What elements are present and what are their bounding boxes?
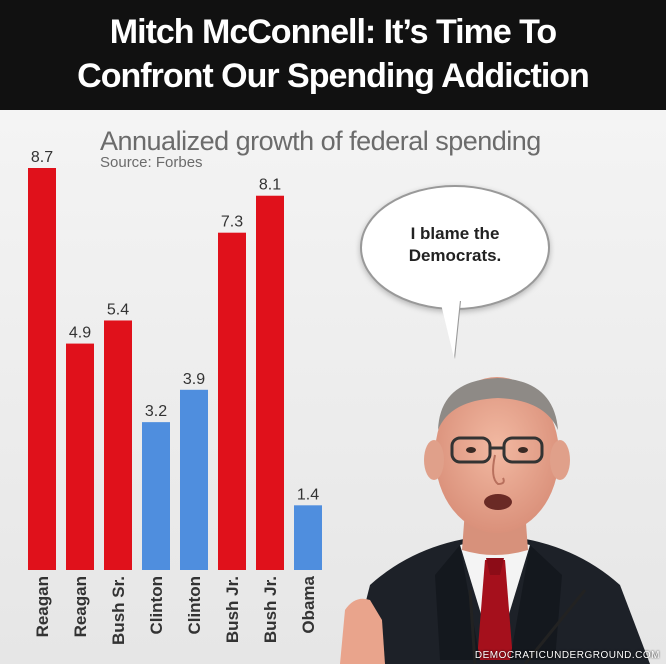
speech-bubble-tail xyxy=(440,300,460,358)
bar-value-label-4: 3.2 xyxy=(145,403,167,420)
bar-7 xyxy=(256,195,284,571)
headline-line-1: Mitch McConnell: It’s Time To xyxy=(109,13,557,51)
category-label-3: Bush Sr. xyxy=(109,576,128,645)
speech-bubble: I blame the Democrats. xyxy=(360,185,550,310)
bar-3 xyxy=(104,320,132,570)
chart-panel: 8.7 Reagan 4.9 Reagan 5.4 Bush Sr. 3.2 Clinton 3… xyxy=(0,110,666,664)
category-label-6: Bush Jr. xyxy=(223,576,242,643)
bar-value-label-6: 7.3 xyxy=(221,214,243,231)
bar-value-label-8: 1.4 xyxy=(297,486,319,503)
bar-8 xyxy=(294,505,322,570)
politician-portrait xyxy=(340,377,650,664)
category-label-8: Obama xyxy=(299,575,318,633)
category-label-7: Bush Jr. xyxy=(261,576,280,643)
category-label-5: Clinton xyxy=(185,576,204,635)
speech-bubble-line-1: I blame the xyxy=(410,224,500,243)
headline-line-2: Confront Our Spending Addiction xyxy=(77,57,590,95)
bar-6 xyxy=(218,232,246,571)
headline: Mitch McConnell: It’s Time To Confront O… xyxy=(0,0,666,110)
category-label-1: Reagan xyxy=(33,576,52,637)
category-label-4: Clinton xyxy=(147,576,166,635)
bar-value-label-7: 8.1 xyxy=(259,177,281,194)
bar-1 xyxy=(28,168,56,570)
bar-chart: 8.7 Reagan 4.9 Reagan 5.4 Bush Sr. 3.2 Clinton 3… xyxy=(28,149,322,645)
bar-4 xyxy=(142,422,170,570)
bar-value-label-3: 5.4 xyxy=(107,301,129,318)
bar-value-label-1: 8.7 xyxy=(31,149,53,166)
chart-source: Source: Forbes xyxy=(100,154,203,171)
bar-value-label-2: 4.9 xyxy=(69,325,91,342)
chart-title: Annualized growth of federal spending xyxy=(100,126,541,156)
bar-5 xyxy=(180,389,208,570)
watermark: DEMOCRATICUNDERGROUND.COM xyxy=(474,650,660,661)
bar-value-label-5: 3.9 xyxy=(183,371,205,388)
category-label-2: Reagan xyxy=(71,576,90,637)
speech-bubble-line-2: Democrats. xyxy=(408,246,502,265)
bar-2 xyxy=(66,343,94,570)
